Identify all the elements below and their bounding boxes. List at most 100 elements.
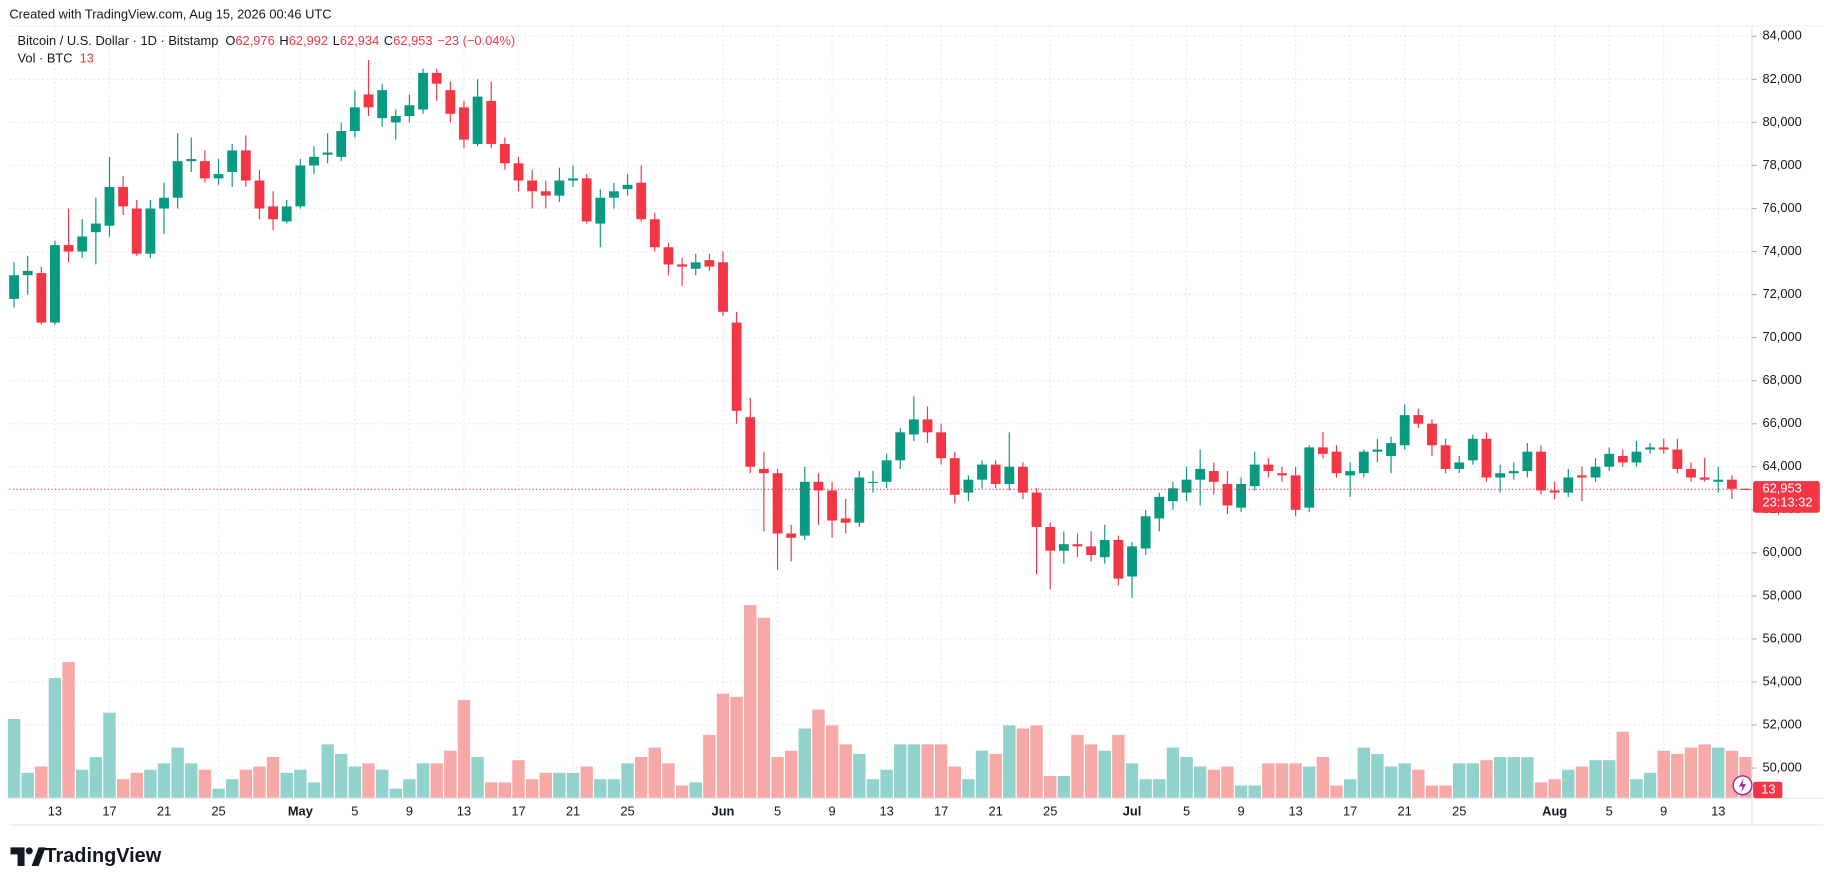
candle-body — [895, 432, 906, 461]
volume-bar — [853, 753, 866, 799]
volume-bar — [375, 769, 389, 799]
candle-body — [349, 107, 360, 132]
volume-bar — [1398, 763, 1411, 799]
candle-body — [1154, 496, 1165, 519]
volume-bar — [771, 757, 784, 799]
y-tick-label: 84,000 — [1762, 28, 1801, 43]
x-tick-label: 5 — [351, 804, 358, 819]
volume-bar — [1330, 785, 1343, 799]
volume-bar — [1316, 757, 1330, 799]
icon-bolt[interactable] — [1739, 778, 1747, 793]
x-tick-label: Jun — [712, 804, 735, 819]
ohlc: O62,976 H62,992 L62,934 C62,953 — [225, 34, 432, 49]
volume-bar — [1575, 766, 1589, 799]
candle-body — [1345, 471, 1356, 476]
candle-body — [1563, 477, 1574, 493]
x-tick-label: 17 — [934, 804, 948, 819]
volume-bar — [948, 766, 961, 799]
volume-bar — [457, 700, 471, 799]
candle-body — [922, 419, 933, 433]
volume-bar — [1412, 769, 1425, 799]
y-tick-label: 66,000 — [1762, 415, 1801, 430]
candle-body — [758, 468, 769, 474]
logo-mark — [25, 847, 33, 855]
volume-bar — [1003, 725, 1016, 799]
volume-bar — [239, 769, 253, 799]
candle-body — [200, 161, 210, 179]
y-tick-label: 60,000 — [1762, 544, 1801, 559]
volume-bar — [825, 725, 839, 799]
volume-bar — [607, 779, 621, 799]
replay-icon[interactable] — [1732, 775, 1753, 796]
candle-body — [1631, 451, 1642, 463]
ohlc-key: C — [384, 34, 393, 49]
x-tick-label: 13 — [879, 804, 893, 819]
candle-body — [963, 479, 974, 493]
logo-mark — [10, 847, 25, 867]
volume-bar — [1098, 750, 1111, 799]
volume-bar — [294, 769, 307, 799]
volume-bar — [1166, 747, 1180, 799]
volume-bar — [389, 788, 402, 799]
candle-body — [1072, 544, 1083, 547]
x-tick-label: 25 — [1452, 804, 1466, 819]
price-tag — [1753, 481, 1820, 513]
volume-bar — [225, 779, 239, 799]
volume-bar — [335, 753, 348, 799]
candle-body — [840, 518, 851, 523]
candle-body — [1317, 447, 1328, 454]
candle-body — [104, 186, 115, 226]
symbol: Bitcoin / U.S. Dollar · 1D · Bitstamp — [18, 34, 219, 49]
volume-bar — [1071, 734, 1084, 799]
candle-body — [1236, 483, 1246, 508]
volume-bar — [48, 677, 62, 799]
volume-tag — [1753, 781, 1783, 799]
volume-bar — [1548, 779, 1561, 799]
volume-bar — [280, 772, 293, 799]
candle-body — [472, 96, 483, 144]
volume-bar — [648, 747, 662, 799]
candle-body — [1058, 544, 1069, 551]
volume-bar — [1562, 769, 1575, 799]
volume-bar — [1016, 728, 1030, 799]
candle-body — [772, 473, 783, 534]
volume-bar — [784, 750, 798, 799]
candle-body — [36, 273, 47, 323]
y-tick-label: 70,000 — [1762, 329, 1801, 344]
candle-body — [268, 206, 279, 220]
volume-bars — [7, 605, 1752, 799]
volume-bar — [512, 760, 525, 799]
volume-bar — [1493, 757, 1507, 799]
candle-body — [622, 184, 633, 190]
candle-body — [554, 180, 565, 196]
candle-body — [322, 152, 333, 155]
y-tick-label: 68,000 — [1762, 372, 1801, 387]
candle-body — [1127, 546, 1137, 577]
volume-bar — [866, 779, 880, 799]
ohlc-key: L — [333, 34, 340, 49]
candle-body — [649, 219, 660, 248]
candle-body — [1113, 539, 1124, 579]
y-tick-label: 64,000 — [1762, 458, 1801, 473]
y-tick-label: 50,000 — [1762, 759, 1801, 774]
volume-bar — [989, 753, 1002, 799]
volume-bar — [1112, 734, 1125, 799]
volume-bar — [1507, 757, 1520, 799]
candle-body — [377, 90, 388, 119]
candle-body — [1086, 546, 1097, 555]
candle-body — [1577, 475, 1587, 478]
x-tick-label: 9 — [828, 804, 835, 819]
candle-body — [1045, 527, 1056, 551]
candle-body — [868, 481, 878, 483]
candle-body — [1645, 447, 1656, 450]
volume-bar — [894, 744, 907, 799]
candle-body — [404, 105, 415, 116]
volume-bar — [1180, 757, 1193, 799]
candle-body — [295, 165, 306, 207]
logo: TradingView — [10, 845, 162, 867]
candle-body — [1222, 483, 1233, 506]
volume-bar — [1384, 766, 1398, 799]
candle-body — [581, 178, 592, 222]
